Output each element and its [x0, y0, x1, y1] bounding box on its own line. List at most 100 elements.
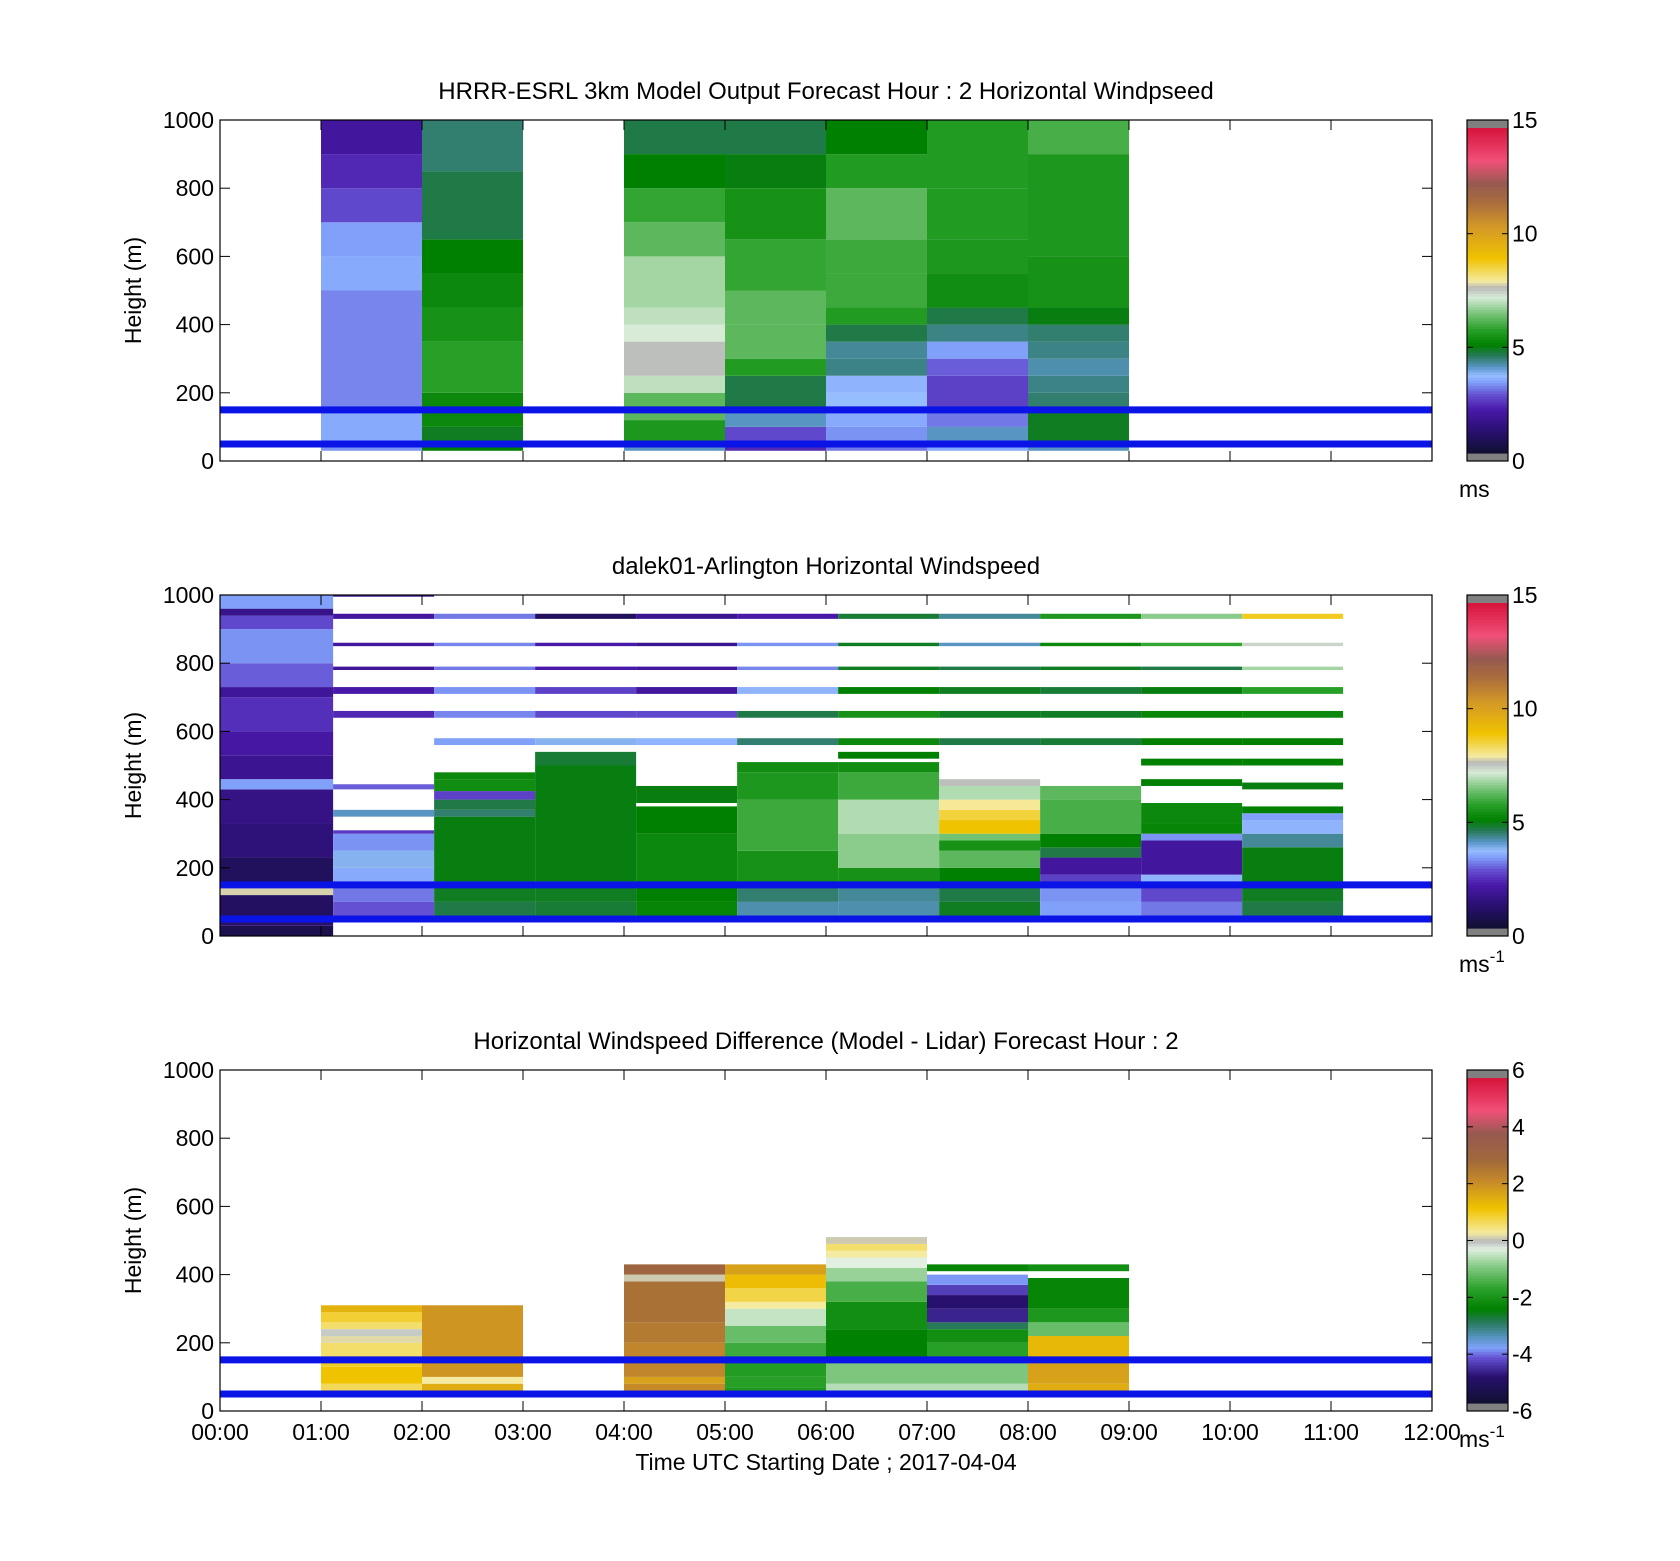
colorbar-swatch — [1467, 741, 1508, 745]
heatmap-cell — [624, 188, 725, 223]
colorbar-swatch — [1467, 1078, 1508, 1082]
heatmap-cell — [624, 324, 725, 342]
heatmap-cell — [1040, 642, 1142, 647]
colorbar-swatch — [1467, 252, 1508, 256]
colorbar-swatch — [1467, 1175, 1508, 1179]
y-axis-label: Height (m) — [120, 712, 146, 819]
colorbar-swatch — [1467, 1148, 1508, 1152]
colorbar-swatch — [1467, 654, 1508, 658]
heatmap-cell — [321, 1322, 422, 1330]
heatmap-cell — [1141, 884, 1243, 902]
colorbar-swatch — [1467, 258, 1508, 262]
colorbar-swatch — [1467, 447, 1508, 451]
colorbar-swatch — [1467, 1240, 1508, 1244]
colorbar-swatch — [1467, 1329, 1508, 1334]
colorbar-swatch — [1467, 1235, 1508, 1239]
colorbar-swatch — [1467, 344, 1508, 348]
colorbar-swatch — [1467, 816, 1508, 821]
colorbar-swatch — [1467, 1096, 1508, 1101]
heatmap-cell — [624, 1274, 725, 1282]
heatmap-cell — [434, 613, 536, 619]
heatmap-cell — [1040, 874, 1142, 885]
heatmap-cell — [535, 642, 637, 647]
heatmap-cell — [1242, 758, 1344, 766]
heatmap-cell — [838, 687, 940, 694]
colorbar-swatch — [1467, 420, 1508, 424]
colorbar-swatch — [1467, 849, 1508, 853]
colorbar-swatch — [1467, 1397, 1508, 1401]
colorbar-tick-label: 2 — [1512, 1171, 1525, 1197]
colorbar-swatch — [1467, 182, 1508, 186]
colorbar-unit: ms — [1459, 951, 1490, 977]
colorbar-swatch — [1467, 1270, 1508, 1274]
colorbar-swatch — [1467, 214, 1508, 218]
colorbar-swatch — [1467, 339, 1508, 343]
heatmap-cell — [1040, 833, 1142, 848]
colorbar-swatch — [1467, 863, 1508, 867]
heatmap-cell — [1242, 710, 1344, 718]
colorbar-swatch — [1467, 160, 1508, 164]
heatmap-cell — [939, 687, 1041, 694]
colorbar-swatch — [1467, 209, 1508, 213]
colorbar-tick-label: 5 — [1512, 809, 1525, 835]
colorbar-swatch — [1467, 895, 1508, 899]
colorbar-swatch — [1467, 228, 1508, 232]
colorbar-swatch — [1467, 1351, 1508, 1355]
heatmap-cell — [333, 784, 435, 790]
colorbar-swatch — [1467, 260, 1508, 265]
heatmap-cell — [535, 710, 637, 718]
heatmap-cell — [333, 710, 435, 718]
colorbar-tick-label: 0 — [1512, 1228, 1525, 1254]
colorbar-swatch — [1467, 1170, 1508, 1174]
colorbar-swatch — [1467, 762, 1508, 767]
heatmap-cell — [1141, 613, 1243, 619]
colorbar-swatch — [1467, 295, 1508, 300]
colorbar-swatch — [1467, 1124, 1508, 1128]
colorbar-swatch — [1467, 409, 1508, 413]
colorbar-swatch — [1467, 1132, 1508, 1136]
heatmap-cell — [927, 307, 1028, 325]
heatmap-cell — [838, 772, 940, 800]
heatmap-cell — [927, 358, 1028, 376]
colorbar-swatch — [1467, 431, 1508, 435]
heatmap-cell — [321, 1312, 422, 1323]
heatmap-cell — [927, 273, 1028, 308]
heatmap-cell — [220, 857, 334, 885]
heatmap-cell — [1028, 307, 1129, 325]
heatmap-cell — [826, 1257, 927, 1268]
colorbar-swatch — [1467, 279, 1508, 283]
heatmap-cell — [434, 799, 536, 810]
colorbar-swatch — [1467, 760, 1508, 764]
heatmap-cell — [321, 222, 422, 257]
y-tick-label: 200 — [176, 380, 214, 406]
colorbar-swatch — [1467, 686, 1508, 691]
x-tick-label: 06:00 — [797, 1419, 855, 1445]
heatmap-cell — [422, 341, 523, 393]
colorbar-swatch — [1467, 1180, 1508, 1185]
colorbar-swatch — [1467, 271, 1508, 275]
heatmap-cell — [1040, 785, 1142, 800]
colorbar-swatch — [1467, 800, 1508, 805]
heatmap-cell — [939, 799, 1041, 810]
colorbar-swatch — [1467, 795, 1508, 799]
heatmap-cell — [939, 833, 1041, 841]
colorbar-swatch — [1467, 425, 1508, 430]
heatmap-cell — [1141, 874, 1243, 885]
colorbar-swatch — [1467, 1356, 1508, 1361]
colorbar-swatch — [1467, 184, 1508, 189]
x-axis-label: Time UTC Starting Date ; 2017-04-04 — [635, 1449, 1017, 1475]
heatmap-cell — [333, 613, 435, 619]
heatmap-cell — [1028, 375, 1129, 393]
colorbar-swatch — [1467, 1115, 1508, 1120]
heatmap-cell — [725, 290, 826, 325]
heatmap-cell — [624, 1376, 725, 1384]
colorbar-swatch — [1467, 1137, 1508, 1141]
colorbar-swatch — [1467, 724, 1508, 729]
colorbar-swatch — [1467, 1105, 1508, 1109]
colorbar-swatch — [1467, 659, 1508, 664]
heatmap-cell — [1242, 847, 1344, 885]
colorbar-swatch — [1467, 201, 1508, 205]
heatmap-cell — [624, 420, 725, 441]
colorbar-swatch — [1467, 301, 1508, 305]
